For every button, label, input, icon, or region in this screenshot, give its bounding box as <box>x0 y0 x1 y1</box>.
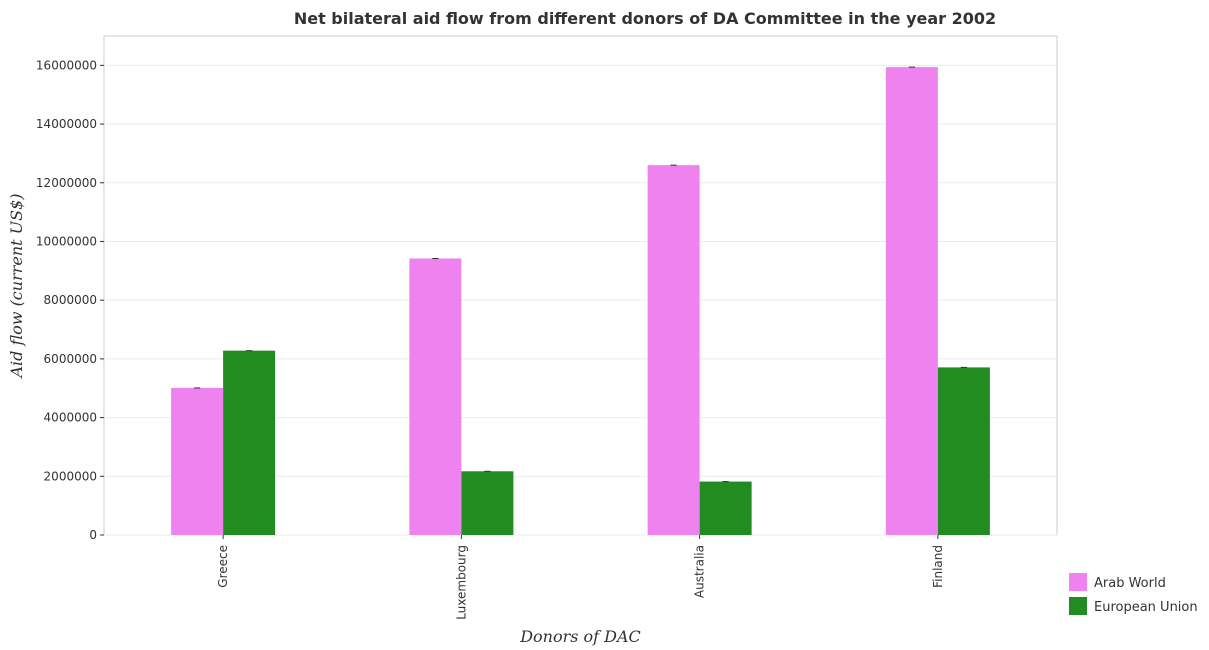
legend-swatch <box>1069 597 1087 615</box>
bar <box>461 471 514 535</box>
y-tick-label: 8000000 <box>44 293 97 307</box>
legend-swatch <box>1069 573 1087 591</box>
y-tick-label: 10000000 <box>36 234 97 248</box>
legend-label: Arab World <box>1094 576 1166 591</box>
legend: Arab World European Union <box>1069 573 1198 615</box>
chart-title: Net bilateral aid flow from different do… <box>294 9 996 28</box>
legend-label: European Union <box>1094 600 1198 615</box>
y-tick-label: 2000000 <box>44 469 97 483</box>
x-tick-label: Luxembourg <box>454 545 468 620</box>
bar <box>885 67 938 535</box>
bar <box>223 350 276 535</box>
y-tick-label: 12000000 <box>36 176 97 190</box>
x-tick-label: Finland <box>931 545 945 588</box>
y-tick-label: 14000000 <box>36 117 97 131</box>
x-tick-label: Greece <box>216 545 230 588</box>
bar <box>647 165 700 535</box>
bars <box>171 66 990 535</box>
x-axis-label: Donors of DAC <box>519 627 641 646</box>
bar <box>409 258 462 535</box>
y-tick-label: 6000000 <box>44 352 97 366</box>
y-tick-label: 0 <box>89 528 97 542</box>
y-tick-label: 4000000 <box>44 411 97 425</box>
bar <box>699 481 752 535</box>
bar <box>171 387 224 535</box>
x-axis-ticks: Greece Luxembourg Australia Finland <box>216 535 945 620</box>
bar <box>937 367 990 535</box>
y-axis-label: Aid flow (current US$) <box>7 193 26 379</box>
y-axis-ticks: 0 2000000 4000000 6000000 8000000 10000000 120… <box>36 58 104 542</box>
y-tick-label: 16000000 <box>36 58 97 72</box>
x-tick-label: Australia <box>693 545 707 598</box>
